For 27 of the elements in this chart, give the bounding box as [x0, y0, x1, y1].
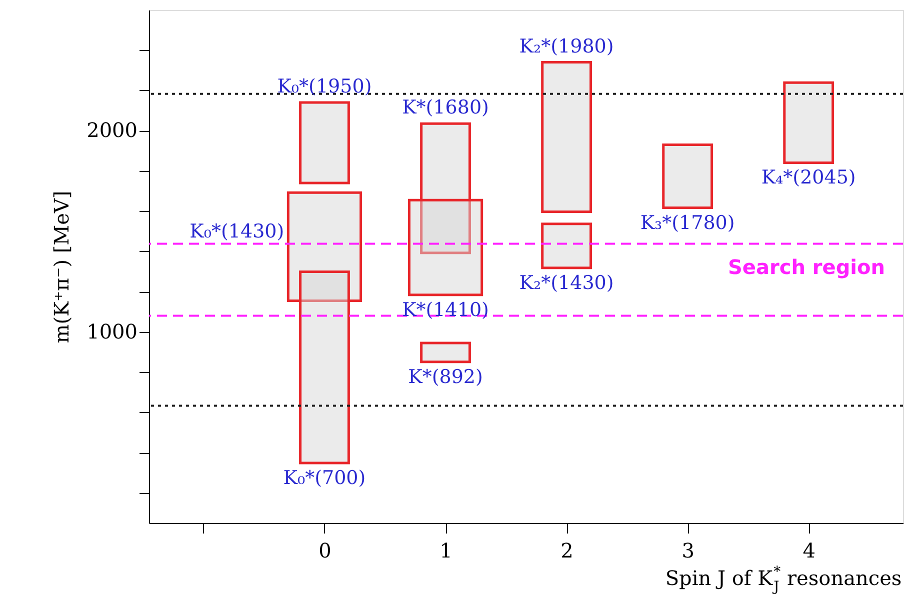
- series-label: K₀*(1950): [277, 76, 372, 98]
- x-tick-label: 2: [560, 538, 574, 562]
- x-tick-label: 4: [802, 538, 816, 562]
- bar: [541, 61, 592, 214]
- series-label: K₃*(1780): [640, 212, 735, 234]
- y-axis-title: m(K⁺π⁻) [MeV]: [50, 190, 74, 344]
- bar: [662, 144, 714, 210]
- series-label: K*(1410): [402, 298, 489, 321]
- bar: [420, 342, 471, 364]
- bar: [541, 222, 592, 270]
- x-tick-label: 1: [440, 538, 452, 562]
- bar: [408, 198, 484, 296]
- series-label: K₀*(700): [283, 467, 366, 490]
- series-label: K*(892): [408, 366, 483, 388]
- series-label: K₂*(1980): [519, 35, 614, 58]
- bar: [783, 81, 834, 164]
- x-tick-label: 0: [318, 538, 332, 562]
- ref-line-label: Search region: [728, 254, 885, 279]
- series-label: K₂*(1430): [519, 272, 614, 294]
- series-label: K*(1680): [402, 96, 489, 119]
- y-tick-label: 2000: [86, 118, 138, 142]
- bar: [299, 101, 350, 184]
- bar: [299, 270, 350, 464]
- series-label: K₀*(1430): [190, 220, 284, 242]
- x-tick-label: 3: [682, 538, 694, 562]
- y-tick-label: 1000: [86, 319, 138, 344]
- series-label: K₄*(2045): [761, 166, 856, 189]
